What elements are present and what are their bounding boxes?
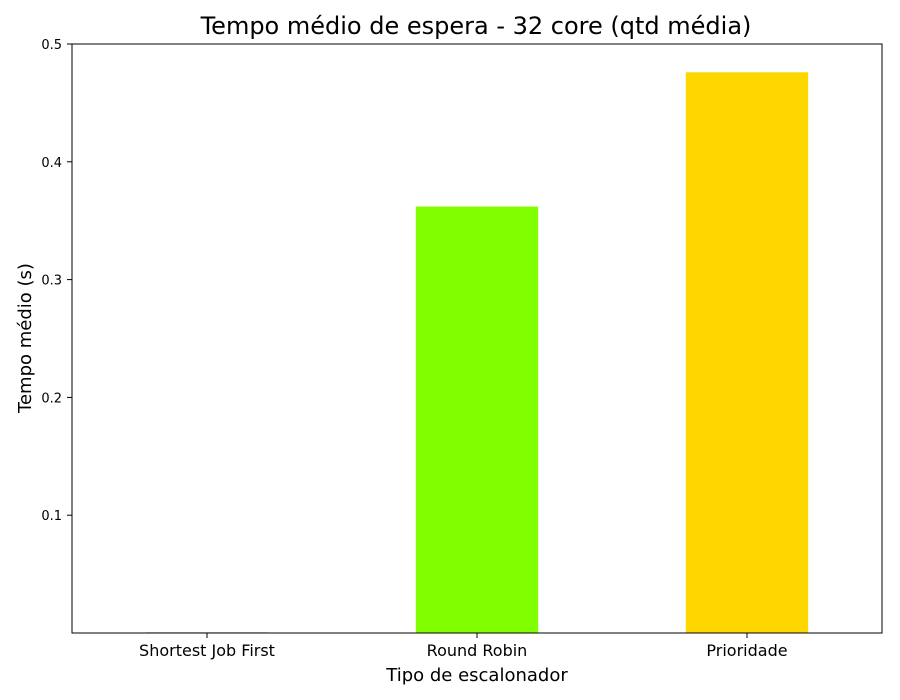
x-tick-label-1: Round Robin [427,641,528,660]
y-tick-label-0: 0.1 [41,509,62,524]
bar-2 [685,72,809,634]
chart-title: Tempo médio de espera - 32 core (qtd méd… [200,12,752,40]
y-axis-ticks: 0.1 0.2 0.3 0.4 0.5 [41,38,72,524]
y-axis-label: Tempo médio (s) [15,263,36,414]
y-tick-label-2: 0.3 [41,274,62,289]
x-axis-label: Tipo de escalonador [385,665,568,686]
bars-group [145,72,809,634]
y-tick-label-4: 0.5 [41,38,62,53]
x-tick-label-0: Shortest Job First [139,641,275,660]
plot-frame [71,43,883,634]
x-axis-ticks: Shortest Job First Round Robin Prioridade [139,633,788,660]
y-tick-label-3: 0.4 [41,156,62,171]
y-tick-label-1: 0.2 [41,391,62,406]
x-tick-label-2: Prioridade [706,641,787,660]
bar-1 [415,206,539,633]
